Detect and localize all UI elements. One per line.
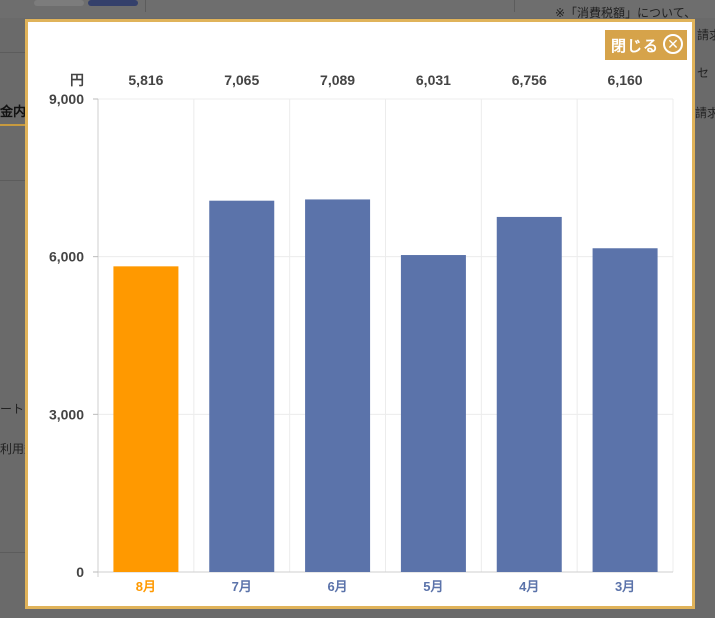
bg-note: ※「消費税額」について、 xyxy=(555,6,697,20)
bg-divider xyxy=(145,0,146,12)
category-label: 3月 xyxy=(615,579,635,594)
bg-divider xyxy=(0,180,25,181)
bg-divider xyxy=(0,552,25,553)
category-label: 7月 xyxy=(232,579,252,594)
bg-divider xyxy=(514,0,515,12)
bar xyxy=(209,200,275,572)
value-label: 7,065 xyxy=(224,72,259,88)
value-label: 7,089 xyxy=(320,72,355,88)
value-label: 6,031 xyxy=(416,72,451,88)
bg-note: セ xyxy=(697,66,710,80)
category-label: 4月 xyxy=(519,579,539,594)
bg-divider xyxy=(0,124,25,126)
bg-note: 請求 xyxy=(697,28,715,42)
y-tick-label: 3,000 xyxy=(49,406,84,422)
usage-bar-chart: 0 3,000 6,000 9,000 円 5,816 8月 7,065 7月 7,089 6月 6,… xyxy=(49,72,674,594)
bg-button-1 xyxy=(34,0,84,6)
bg-side-text: ート xyxy=(0,402,25,416)
bg-button-2 xyxy=(88,0,138,6)
close-button-label: 閉じる xyxy=(611,37,660,55)
unit-label: 円 xyxy=(70,72,84,88)
y-tick-label: 6,000 xyxy=(49,249,84,265)
bar xyxy=(400,255,466,572)
category-label: 6月 xyxy=(327,579,347,594)
close-button[interactable]: 閉じる ✕ xyxy=(605,30,687,60)
y-tick-label: 9,000 xyxy=(49,91,84,107)
bg-top-bar xyxy=(0,0,715,18)
close-icon: ✕ xyxy=(663,34,683,54)
bg-divider xyxy=(0,52,30,53)
value-label: 5,816 xyxy=(128,72,163,88)
value-label: 6,160 xyxy=(608,72,643,88)
bar xyxy=(496,216,562,572)
chart-modal: 閉じる ✕ 0 3,000 6,000 9,000 円 5,816 8月 7,065 7月 7,0… xyxy=(25,19,695,609)
category-label: 5月 xyxy=(423,579,443,594)
bar xyxy=(592,248,658,572)
value-label: 6,756 xyxy=(512,72,547,88)
y-tick-label: 0 xyxy=(76,564,84,580)
bar xyxy=(113,266,179,572)
bg-note: 請求 xyxy=(695,106,715,120)
category-label: 8月 xyxy=(136,579,156,594)
bar xyxy=(305,199,371,573)
